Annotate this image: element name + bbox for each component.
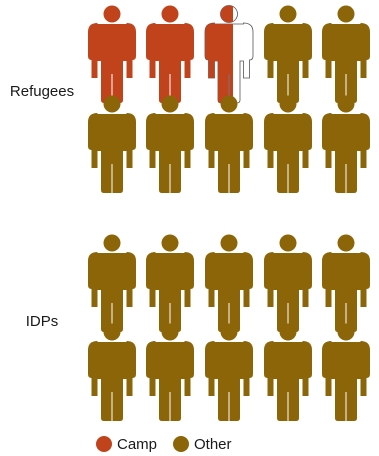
group-refugees: Refugees xyxy=(10,5,370,193)
icon-idps-3-other xyxy=(264,234,312,332)
legend-swatch-camp xyxy=(96,436,112,452)
group-idps: IDPs xyxy=(26,234,370,421)
icon-refugees-7-other xyxy=(205,95,253,193)
icon-idps-4-other xyxy=(322,234,370,332)
icon-idps-2-other xyxy=(205,234,253,332)
group-label-refugees: Refugees xyxy=(10,83,74,100)
icon-idps-9-other xyxy=(322,323,370,421)
icon-idps-1-other xyxy=(146,234,194,332)
legend: Camp Other xyxy=(96,436,232,453)
legend-label-other: Other xyxy=(194,436,232,453)
icon-grid-refugees xyxy=(88,5,370,193)
icon-idps-6-other xyxy=(146,323,194,421)
icon-refugees-0-camp xyxy=(88,5,136,103)
legend-label-camp: Camp xyxy=(117,436,157,453)
icon-refugees-3-other xyxy=(264,5,312,103)
icon-refugees-8-other xyxy=(264,95,312,193)
icon-refugees-6-other xyxy=(146,95,194,193)
icon-grid-idps xyxy=(88,234,370,421)
icon-refugees-4-other xyxy=(322,5,370,103)
icon-idps-8-other xyxy=(264,323,312,421)
icon-idps-0-other xyxy=(88,234,136,332)
icon-idps-5-other xyxy=(88,323,136,421)
icon-idps-7-other xyxy=(205,323,253,421)
icon-refugees-9-other xyxy=(322,95,370,193)
group-label-idps: IDPs xyxy=(26,313,59,330)
icon-refugees-2-camp-partial xyxy=(205,5,233,103)
legend-swatch-other xyxy=(173,436,189,452)
icon-refugees-5-other xyxy=(88,95,136,193)
icon-refugees-1-camp xyxy=(146,5,194,103)
